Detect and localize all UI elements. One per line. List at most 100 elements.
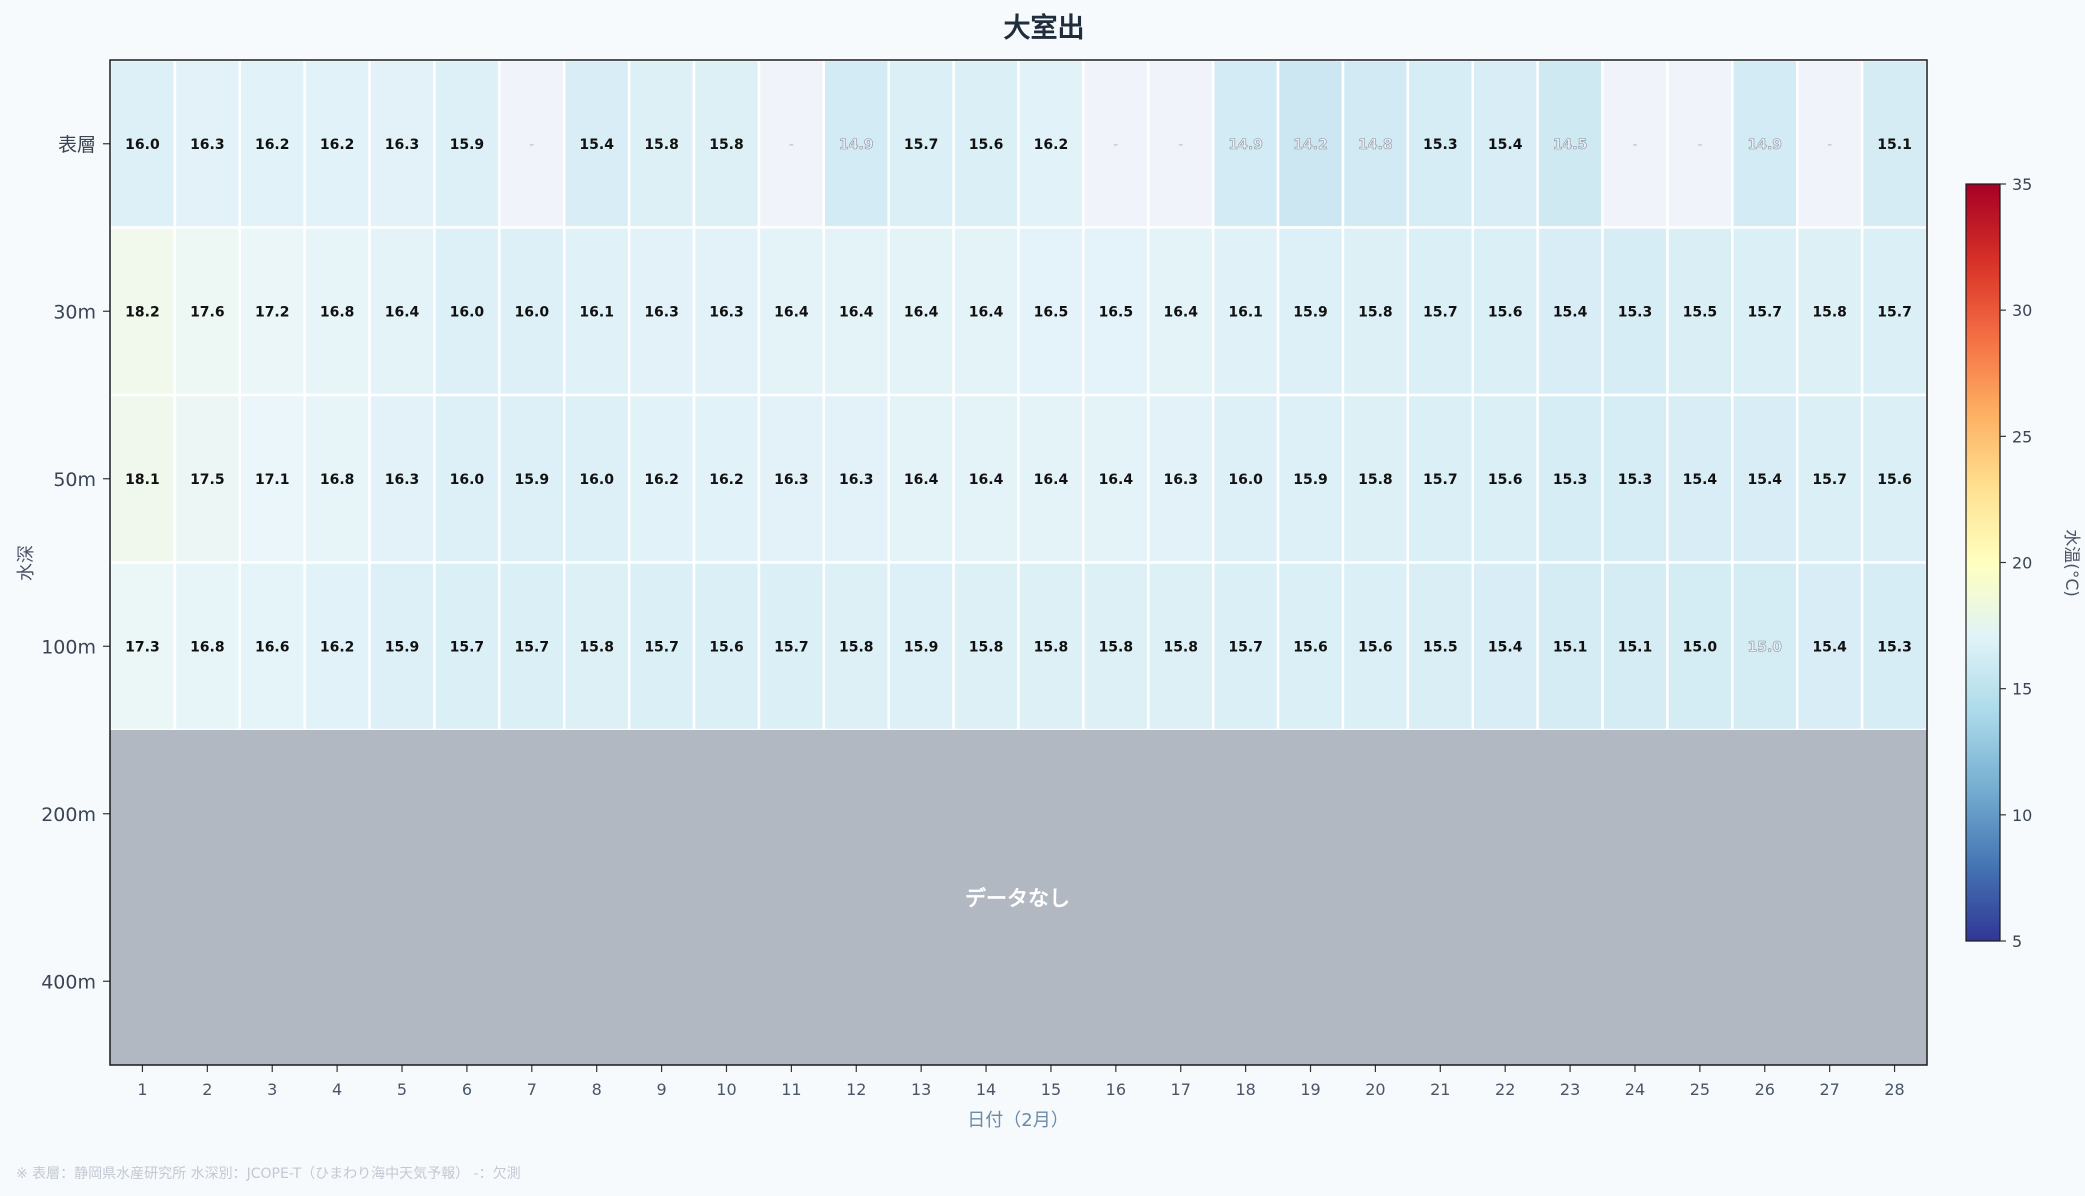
- heatmap-cell: [173, 58, 242, 229]
- cell-value-label: 15.3: [1618, 304, 1653, 320]
- cell-value-label: 14.9: [839, 137, 874, 153]
- cell-value-label: 15.7: [1747, 304, 1782, 320]
- heatmap-cell: [1795, 393, 1864, 564]
- cell-value-label: 14.2: [1293, 137, 1328, 153]
- colorbar-tick-label: 10: [2012, 806, 2032, 825]
- cell-value-label: 15.8: [1034, 639, 1069, 655]
- cell-value-label: 16.0: [579, 472, 614, 488]
- heatmap-cell: [303, 561, 371, 732]
- x-tick-label: 28: [1884, 1080, 1904, 1099]
- cell-value-label: 15.3: [1423, 137, 1458, 153]
- x-tick-label: 21: [1430, 1080, 1450, 1099]
- heatmap-cell: [433, 58, 501, 229]
- cell-value-label: 15.5: [1423, 639, 1458, 655]
- colorbar-tick-label: 5: [2012, 932, 2022, 951]
- colorbar-label: 水温(°C): [2061, 529, 2081, 597]
- cell-value-label: 16.8: [190, 639, 225, 655]
- cell-value-label: -: [529, 137, 534, 153]
- cell-value-label: 15.4: [1683, 472, 1718, 488]
- cell-value-label: 16.4: [969, 472, 1004, 488]
- heatmap-cell: [887, 393, 955, 564]
- cell-value-label: 15.9: [385, 639, 420, 655]
- heatmap-cell: [1211, 393, 1280, 564]
- heatmap-cell: [1731, 226, 1799, 397]
- heatmap-cell: [822, 58, 890, 229]
- cell-value-label: 15.7: [450, 639, 485, 655]
- cell-value-label: 16.4: [1163, 304, 1198, 320]
- cell-value-label: -: [1697, 137, 1702, 153]
- heatmap-cell: [1406, 393, 1475, 564]
- cell-value-label: 16.4: [969, 304, 1004, 320]
- cell-value-label: -: [789, 137, 794, 153]
- cell-value-label: 14.8: [1358, 137, 1393, 153]
- heatmap-cell: [822, 393, 890, 564]
- chart-title: 大室出: [1004, 12, 1085, 44]
- plot-frame: [109, 59, 1928, 1066]
- colorbar-tick-label: 35: [2012, 175, 2032, 194]
- cell-value-label: 17.1: [255, 472, 290, 488]
- heatmap-cell: [108, 561, 177, 732]
- y-tick-label: 100m: [41, 636, 96, 658]
- x-axis-label: 日付（2月）: [967, 1110, 1068, 1131]
- cell-value-label: 15.0: [1747, 639, 1782, 655]
- cell-value-label: 15.8: [839, 639, 874, 655]
- x-tick-label: 15: [1041, 1080, 1061, 1099]
- heatmap-cell: [1147, 393, 1215, 564]
- no-data-block: [110, 730, 1927, 1065]
- cell-value-label: -: [1178, 137, 1183, 153]
- heatmap-cell: [1276, 561, 1345, 732]
- cell-value-label: 16.8: [320, 304, 355, 320]
- heatmap-cell: [1731, 561, 1799, 732]
- heatmap-cell: [1211, 561, 1280, 732]
- heatmap-cell: [887, 561, 955, 732]
- cell-value-label: 15.3: [1553, 472, 1588, 488]
- x-tick-label: 17: [1171, 1080, 1191, 1099]
- cell-value-label: 15.4: [1488, 639, 1523, 655]
- heatmap-cell: [1276, 58, 1345, 229]
- heatmap-cell: [1147, 226, 1215, 397]
- cell-value-label: 15.7: [1812, 472, 1847, 488]
- x-tick-label: 26: [1755, 1080, 1775, 1099]
- cell-value-label: 16.1: [1228, 304, 1263, 320]
- x-tick-label: 14: [976, 1080, 996, 1099]
- cell-value-label: 15.7: [644, 639, 679, 655]
- heatmap-cell: [1731, 393, 1799, 564]
- cell-value-label: 15.6: [1293, 639, 1328, 655]
- cell-value-label: 14.5: [1553, 137, 1588, 153]
- cell-value-label: 15.6: [709, 639, 744, 655]
- colorbar: [1965, 183, 2001, 942]
- cell-value-label: 16.3: [385, 137, 420, 153]
- x-tick-label: 10: [716, 1080, 736, 1099]
- cell-value-label: 16.2: [644, 472, 679, 488]
- cell-value-label: 15.4: [1812, 639, 1847, 655]
- cell-value-label: 15.8: [1812, 304, 1847, 320]
- x-tick-label: 4: [332, 1080, 342, 1099]
- cell-value-label: 15.8: [709, 137, 744, 153]
- cell-value-label: 15.4: [1553, 304, 1588, 320]
- cell-value-label: 16.3: [644, 304, 679, 320]
- cell-value-label: 16.4: [385, 304, 420, 320]
- x-axis-ticks: 1 2 3 4 5 6 7 8 9 10 11 12 13 14 15 16 17 18 19 20 21 22 23 24 2…: [137, 1065, 1905, 1099]
- cell-value-label: 14.9: [1747, 137, 1782, 153]
- x-tick-label: 2: [202, 1080, 212, 1099]
- heatmap-cell: [1017, 561, 1085, 732]
- heatmap-cell: [1276, 393, 1345, 564]
- cell-value-label: 15.6: [1488, 472, 1523, 488]
- heatmap-cell: [1795, 226, 1864, 397]
- x-tick-label: 11: [781, 1080, 801, 1099]
- colorbar-tick-label: 15: [2012, 680, 2032, 699]
- heatmap-cell: [1601, 561, 1669, 732]
- cell-value-label: -: [1632, 137, 1637, 153]
- cell-value-label: 16.2: [1034, 137, 1069, 153]
- colorbar-tick-label: 20: [2012, 554, 2032, 573]
- heatmap-cell: [563, 393, 631, 564]
- x-tick-label: 13: [911, 1080, 931, 1099]
- cell-value-label: 16.2: [320, 639, 355, 655]
- cell-value-label: 15.7: [1423, 472, 1458, 488]
- cell-value-label: 16.6: [255, 639, 290, 655]
- cell-value-label: 16.4: [904, 304, 939, 320]
- heatmap-cell: [1536, 58, 1604, 229]
- heatmap-cell: [1471, 226, 1539, 397]
- heatmap-cell: [1860, 58, 1929, 229]
